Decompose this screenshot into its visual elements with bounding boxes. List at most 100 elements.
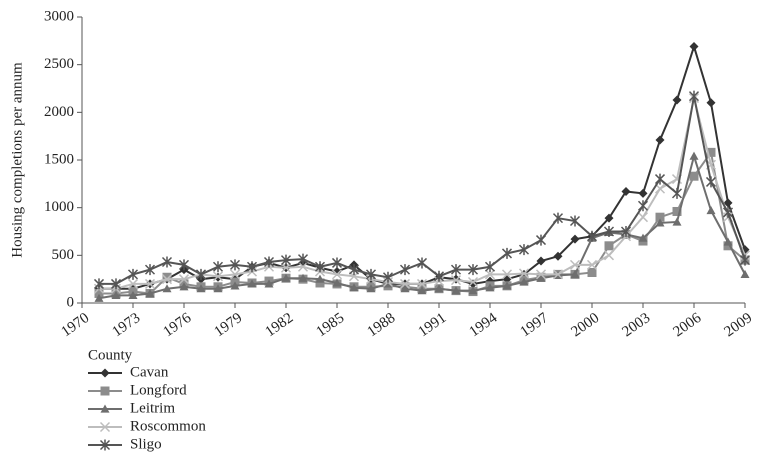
marker: [536, 273, 546, 282]
marker: [467, 264, 479, 276]
marker: [100, 368, 110, 378]
marker: [382, 271, 394, 283]
marker: [672, 95, 682, 105]
marker: [689, 42, 699, 52]
marker: [672, 217, 682, 226]
marker: [569, 215, 581, 227]
y-tick-label: 500: [52, 247, 75, 263]
marker: [162, 272, 172, 282]
marker: [297, 253, 309, 265]
marker: [195, 268, 207, 280]
x-tick-label: 1991: [416, 310, 450, 340]
marker: [484, 261, 496, 273]
marker: [723, 237, 733, 246]
marker: [332, 278, 342, 287]
marker: [349, 283, 359, 292]
x-tick-label: 1988: [365, 310, 399, 340]
marker: [536, 256, 546, 266]
marker: [654, 173, 666, 185]
series-line: [99, 43, 746, 290]
marker: [162, 284, 172, 293]
marker: [315, 278, 325, 288]
marker: [689, 151, 699, 160]
marker: [706, 147, 716, 157]
marker: [638, 188, 648, 198]
marker: [93, 278, 105, 290]
marker: [110, 278, 122, 290]
legend-label: Longford: [130, 382, 187, 398]
marker: [263, 256, 275, 268]
marker: [604, 241, 614, 251]
marker: [229, 269, 241, 280]
marker: [603, 250, 615, 261]
marker: [144, 278, 156, 289]
marker: [723, 198, 733, 208]
marker: [501, 247, 513, 259]
marker: [331, 257, 343, 269]
series-line: [99, 95, 746, 285]
marker: [518, 268, 530, 279]
marker: [212, 261, 224, 273]
marker: [111, 290, 121, 299]
y-tick-label: 2500: [44, 56, 74, 72]
marker: [638, 233, 648, 242]
marker: [586, 230, 598, 242]
marker: [587, 267, 597, 277]
marker: [621, 186, 631, 196]
marker: [739, 254, 751, 266]
marker: [740, 269, 750, 278]
marker: [281, 273, 291, 282]
marker: [314, 261, 326, 273]
marker: [297, 261, 309, 272]
marker: [688, 90, 700, 102]
marker: [246, 261, 258, 273]
marker: [399, 264, 411, 276]
marker: [196, 284, 206, 293]
marker: [331, 269, 343, 280]
marker: [655, 212, 665, 222]
marker: [689, 171, 699, 181]
marker: [230, 281, 240, 290]
marker: [450, 275, 462, 286]
marker: [99, 421, 111, 433]
marker: [502, 281, 512, 290]
marker: [468, 286, 478, 295]
marker: [518, 244, 530, 256]
marker: [655, 135, 665, 145]
marker: [416, 257, 428, 269]
x-tick-label: 1982: [263, 310, 297, 340]
marker: [127, 268, 139, 280]
marker: [705, 176, 717, 188]
marker: [553, 251, 563, 261]
marker: [280, 254, 292, 266]
legend-label: Roscommon: [130, 418, 206, 434]
marker: [264, 279, 274, 288]
marker: [485, 283, 495, 292]
legend-label: Leitrim: [130, 400, 175, 416]
marker: [99, 439, 111, 451]
y-tick-label: 2000: [44, 104, 74, 120]
marker: [723, 241, 733, 251]
marker: [161, 256, 173, 268]
x-tick-label: 1985: [314, 310, 348, 340]
marker: [229, 259, 241, 271]
marker: [127, 278, 139, 289]
marker: [161, 274, 173, 285]
x-tick-label: 1997: [518, 310, 552, 341]
marker: [450, 264, 462, 276]
marker: [604, 213, 614, 223]
marker: [247, 279, 257, 288]
x-tick-label: 2009: [722, 310, 756, 340]
marker: [552, 212, 564, 224]
marker: [570, 269, 580, 278]
y-axis-label: Housing completions per annum: [9, 62, 25, 258]
marker: [467, 276, 479, 288]
marker: [383, 279, 393, 288]
marker: [400, 284, 410, 293]
marker: [672, 206, 682, 216]
marker: [706, 206, 716, 215]
x-tick-label: 2003: [620, 310, 654, 340]
marker: [128, 290, 138, 299]
marker: [569, 259, 581, 270]
